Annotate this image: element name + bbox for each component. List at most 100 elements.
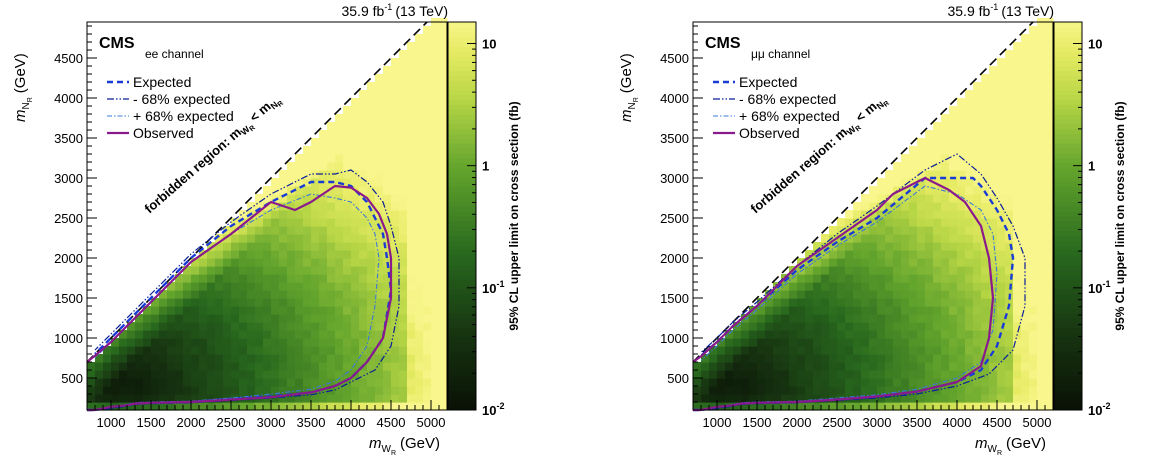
heatmap-cell xyxy=(311,354,320,363)
heatmap-cell xyxy=(87,394,96,403)
y-tick-label: 3500 xyxy=(54,131,83,146)
heatmap-cell xyxy=(997,218,1006,227)
heatmap-cell xyxy=(359,282,368,291)
heatmap-cell xyxy=(965,226,974,235)
heatmap-cell xyxy=(1013,282,1022,291)
heatmap-cell xyxy=(741,378,750,387)
heatmap-cell xyxy=(391,210,400,219)
heatmap-cell xyxy=(1029,234,1038,243)
heatmap-cell xyxy=(941,338,950,347)
heatmap-cell xyxy=(111,378,120,387)
heatmap-cell xyxy=(247,298,256,307)
heatmap-cell xyxy=(375,218,384,227)
heatmap-cell xyxy=(957,186,966,195)
heatmap-cell xyxy=(359,322,368,331)
forbidden-subsub2: R xyxy=(277,100,285,109)
heatmap-cell xyxy=(853,362,862,371)
colorbar-segment xyxy=(1054,308,1082,314)
heatmap-cell xyxy=(151,394,160,403)
heatmap-cell xyxy=(949,394,958,403)
heatmap-cell xyxy=(423,138,432,147)
heatmap-cell xyxy=(383,274,392,283)
colorbar-segment xyxy=(448,269,476,275)
heatmap-cell xyxy=(893,338,902,347)
heatmap-cell xyxy=(965,106,974,115)
heatmap-cell xyxy=(223,346,232,355)
heatmap-cell xyxy=(191,330,200,339)
heatmap-cell xyxy=(215,330,224,339)
heatmap-cell xyxy=(917,202,926,211)
heatmap-cell xyxy=(279,242,288,251)
heatmap-cell xyxy=(87,402,96,411)
y-axis-sub: N xyxy=(627,102,638,109)
heatmap-cell xyxy=(989,402,998,411)
heatmap-cell xyxy=(853,346,862,355)
colorbar-segment xyxy=(1054,249,1082,256)
heatmap-cell xyxy=(1045,138,1054,147)
colorbar-segment xyxy=(1054,240,1082,246)
heatmap-cell xyxy=(973,114,982,123)
heatmap-cell xyxy=(989,226,998,235)
heatmap-cell xyxy=(375,330,384,339)
heatmap-cell xyxy=(901,234,910,243)
heatmap-cell xyxy=(749,346,758,355)
heatmap-cell xyxy=(111,386,120,395)
heatmap-cell xyxy=(415,370,424,379)
heatmap-cell xyxy=(997,250,1006,259)
heatmap-cell xyxy=(781,394,790,403)
heatmap-cell xyxy=(861,314,870,323)
heatmap-cell xyxy=(423,114,432,123)
heatmap-cell xyxy=(367,242,376,251)
heatmap-cell xyxy=(1029,58,1038,67)
heatmap-cell xyxy=(773,362,782,371)
plot-frame xyxy=(86,21,448,411)
heatmap-cell xyxy=(885,202,894,211)
heatmap-cell xyxy=(223,266,232,275)
heatmap-cell xyxy=(901,330,910,339)
heatmap-cell xyxy=(327,258,336,267)
heatmap-cell xyxy=(151,402,160,411)
heatmap-cell xyxy=(407,258,416,267)
heatmap-cell xyxy=(327,290,336,299)
heatmap-cell xyxy=(407,338,416,347)
heatmap-cell xyxy=(439,34,448,43)
heatmap-cell xyxy=(431,282,440,291)
heatmap-cell xyxy=(199,274,208,283)
heatmap-cell xyxy=(319,370,328,379)
heatmap-cell xyxy=(95,370,104,379)
heatmap-cell xyxy=(773,314,782,323)
heatmap-cell xyxy=(311,242,320,251)
heatmap-cell xyxy=(375,122,384,131)
heatmap-cell xyxy=(925,322,934,331)
heatmap-cell xyxy=(989,378,998,387)
heatmap-cell xyxy=(431,250,440,259)
heatmap-cell xyxy=(295,250,304,259)
heatmap-cell xyxy=(877,306,886,315)
heatmap-cell xyxy=(191,378,200,387)
heatmap-cell xyxy=(845,258,854,267)
heatmap-cell xyxy=(343,154,352,163)
heatmap-cell xyxy=(383,346,392,355)
heatmap-cell xyxy=(957,258,966,267)
heatmap-cell xyxy=(423,378,432,387)
heatmap-cell xyxy=(829,290,838,299)
heatmap-cell xyxy=(1021,74,1030,83)
heatmap-cell xyxy=(933,250,942,259)
heatmap-cell xyxy=(901,226,910,235)
heatmap-cell xyxy=(431,242,440,251)
heatmap-cell xyxy=(749,370,758,379)
heatmap-cell xyxy=(287,178,296,187)
heatmap-cell xyxy=(359,130,368,139)
heatmap-cell xyxy=(709,402,718,411)
heatmap-cell xyxy=(853,306,862,315)
heatmap-cell xyxy=(407,90,416,99)
heatmap-cell xyxy=(757,394,766,403)
heatmap-cell xyxy=(263,402,272,411)
heatmap-cell xyxy=(997,234,1006,243)
heatmap-cell xyxy=(287,290,296,299)
heatmap-cell xyxy=(973,386,982,395)
heatmap-cell xyxy=(215,362,224,371)
colorbar-segment xyxy=(448,148,476,154)
heatmap-cell xyxy=(909,242,918,251)
